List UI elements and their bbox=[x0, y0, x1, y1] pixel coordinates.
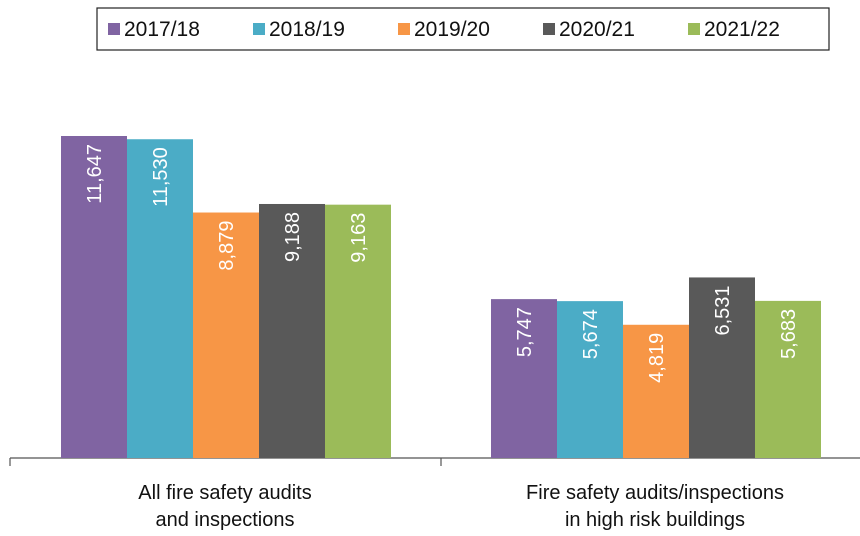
data-label: 9,163 bbox=[348, 213, 370, 263]
data-label: 5,683 bbox=[778, 309, 800, 359]
legend-swatch bbox=[108, 23, 120, 35]
data-label: 5,674 bbox=[580, 309, 602, 359]
legend-label: 2019/20 bbox=[414, 18, 490, 41]
legend-label: 2018/19 bbox=[269, 18, 345, 41]
x-tick-label: All fire safety audits and inspections bbox=[138, 482, 312, 531]
data-label: 5,747 bbox=[514, 307, 536, 357]
bar bbox=[755, 300, 821, 458]
legend-swatch bbox=[253, 23, 265, 35]
data-label: 9,188 bbox=[282, 212, 304, 262]
legend-label: 2020/21 bbox=[559, 18, 635, 41]
bar bbox=[127, 139, 193, 458]
bar bbox=[259, 203, 325, 458]
bar bbox=[689, 277, 755, 458]
legend-box bbox=[96, 7, 830, 51]
bar bbox=[193, 212, 259, 458]
legend-swatch bbox=[543, 23, 555, 35]
bar bbox=[491, 299, 557, 458]
data-label: 11,530 bbox=[150, 147, 172, 207]
legend-swatch bbox=[688, 23, 700, 35]
legend-label: 2017/18 bbox=[124, 18, 200, 41]
legend-label: 2021/22 bbox=[704, 18, 780, 41]
data-label: 6,531 bbox=[712, 285, 734, 335]
data-label: 4,819 bbox=[646, 333, 668, 383]
x-tick-label: Fire safety audits/inspections in high r… bbox=[526, 482, 784, 531]
bar bbox=[61, 136, 127, 458]
legend-swatch bbox=[398, 23, 410, 35]
data-label: 11,647 bbox=[84, 144, 106, 204]
bar bbox=[557, 301, 623, 458]
bar bbox=[325, 204, 391, 458]
data-label: 8,879 bbox=[216, 221, 238, 271]
bar bbox=[623, 324, 689, 458]
